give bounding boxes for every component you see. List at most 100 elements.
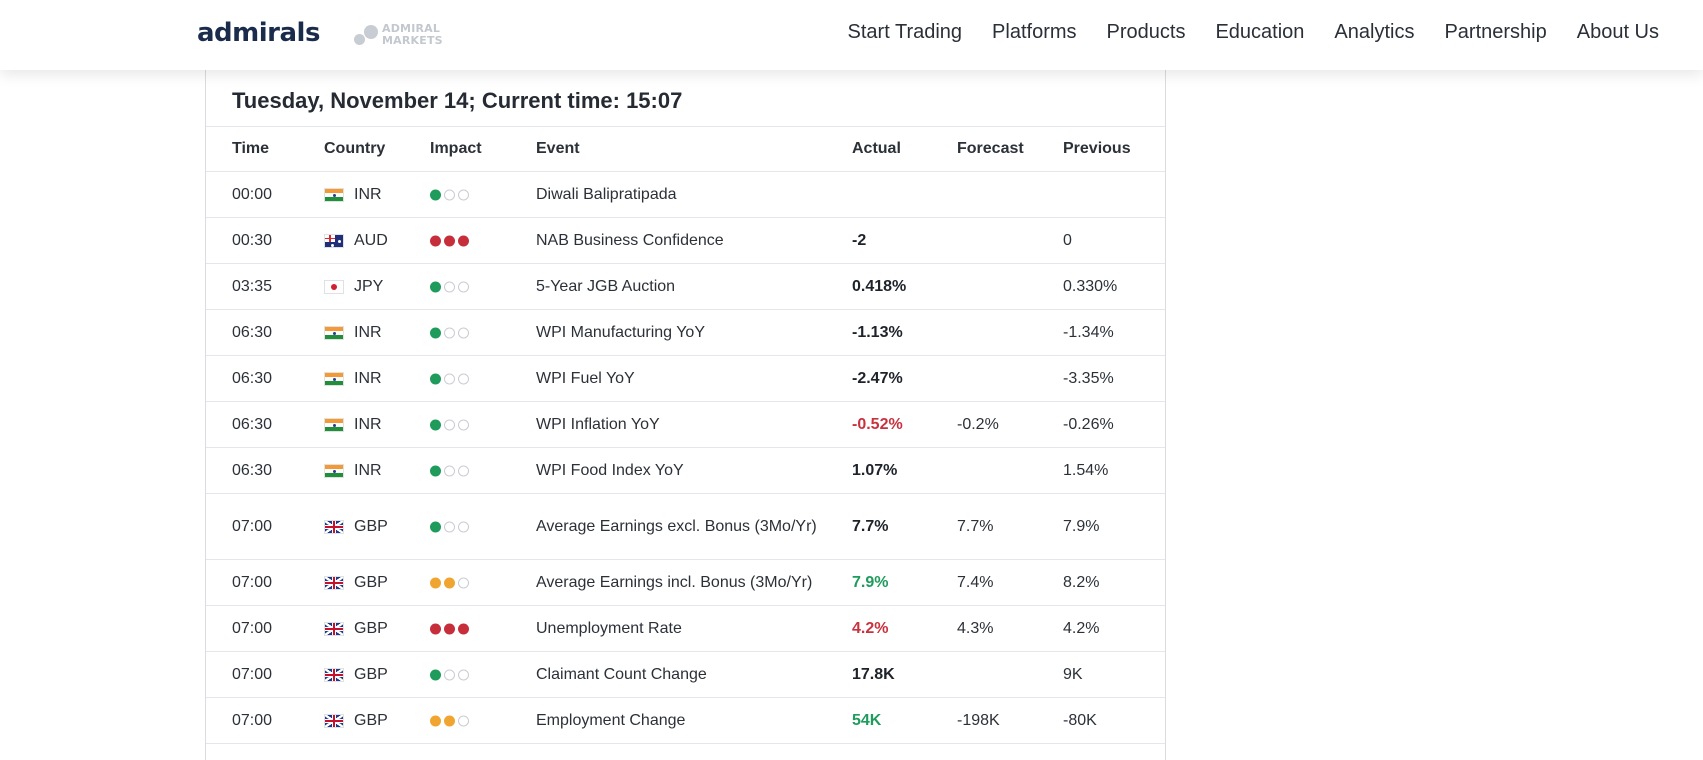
column-header-country: Country (324, 140, 386, 157)
impact-indicator (430, 281, 469, 292)
event-row[interactable]: 07:00 GBP Unemployment Rate 4.2% 4.3% 4.2% (206, 606, 1165, 652)
event-previous: 0 (1063, 231, 1072, 249)
impact-dot-icon (430, 281, 441, 292)
admirals-logo[interactable]: admirals (197, 18, 320, 48)
nav-start-trading[interactable]: Start Trading (847, 21, 963, 43)
nav-analytics[interactable]: Analytics (1334, 21, 1415, 43)
economic-calendar: Tuesday, November 14; Current time: 15:0… (205, 70, 1166, 760)
event-time: 07:00 (232, 573, 273, 591)
event-currency: INR (354, 323, 382, 341)
impact-dot-icon (430, 669, 441, 680)
event-forecast: 4.3% (957, 619, 994, 637)
event-actual: -2.47% (852, 369, 903, 387)
event-name[interactable]: 5-Year JGB Auction (536, 277, 676, 295)
event-row[interactable]: 07:00 GBP Claimant Count Change 17.8K 9K (206, 652, 1165, 698)
event-name[interactable]: WPI Manufacturing YoY (536, 323, 705, 341)
impact-dot-icon (458, 327, 469, 338)
event-row[interactable]: 06:30 INR WPI Food Index YoY 1.07% 1.54% (206, 448, 1165, 494)
impact-dot-icon (458, 373, 469, 384)
site-header: admirals ADMIRAL MARKETS Start Trading P… (0, 0, 1703, 70)
column-header-event: Event (536, 140, 580, 157)
country-flag-icon (324, 187, 344, 202)
impact-dot-icon (458, 669, 469, 680)
nav-about-us[interactable]: About Us (1576, 21, 1659, 43)
nav-education[interactable]: Education (1215, 21, 1305, 43)
event-row[interactable]: 07:00 GBP Average Earnings incl. Bonus (3M… (206, 560, 1165, 606)
impact-dot-icon (444, 281, 455, 292)
event-currency: INR (354, 369, 382, 387)
impact-indicator (430, 577, 469, 588)
impact-indicator (430, 715, 469, 726)
event-time: 06:30 (232, 323, 273, 341)
event-previous: -3.35% (1063, 369, 1114, 387)
event-time: 00:30 (232, 231, 273, 249)
impact-dot-icon (444, 521, 455, 532)
impact-dot-icon (458, 521, 469, 532)
impact-dot-icon (430, 327, 441, 338)
event-previous: -1.34% (1063, 323, 1114, 341)
event-name[interactable]: WPI Food Index YoY (536, 461, 684, 479)
event-name[interactable]: WPI Fuel YoY (536, 369, 635, 387)
impact-dot-icon (444, 577, 455, 588)
impact-dot-icon (430, 521, 441, 532)
event-currency: GBP (354, 665, 388, 683)
impact-dot-icon (430, 715, 441, 726)
impact-dot-icon (430, 235, 441, 246)
impact-dot-icon (444, 465, 455, 476)
event-currency: INR (354, 415, 382, 433)
event-forecast: 7.4% (957, 573, 994, 591)
event-previous: 7.9% (1063, 517, 1100, 535)
event-name[interactable]: Average Earnings incl. Bonus (3Mo/Yr) (536, 573, 813, 591)
event-row[interactable]: 06:30 INR WPI Fuel YoY -2.47% -3.35% (206, 356, 1165, 402)
impact-dot-icon (430, 189, 441, 200)
event-row[interactable]: 06:30 INR WPI Manufacturing YoY -1.13% -1.34… (206, 310, 1165, 356)
event-name[interactable]: Claimant Count Change (536, 665, 707, 683)
event-previous: 4.2% (1063, 619, 1100, 637)
impact-dot-icon (458, 623, 469, 634)
event-time: 07:00 (232, 665, 273, 683)
event-forecast: -198K (957, 711, 1000, 729)
event-name[interactable]: Employment Change (536, 711, 686, 729)
event-name[interactable]: Diwali Balipratipada (536, 185, 677, 203)
event-row[interactable]: 03:35 JPY 5-Year JGB Auction 0.418% 0.330% (206, 264, 1165, 310)
event-previous: 1.54% (1063, 461, 1109, 479)
impact-dot-icon (444, 235, 455, 246)
event-name[interactable]: NAB Business Confidence (536, 231, 724, 249)
nav-partnership[interactable]: Partnership (1444, 21, 1547, 43)
impact-dot-icon (430, 623, 441, 634)
event-row[interactable]: 06:30 INR WPI Inflation YoY -0.52% -0.2% -0.2… (206, 402, 1165, 448)
impact-dot-icon (444, 623, 455, 634)
event-time: 06:30 (232, 369, 273, 387)
event-previous: 9K (1063, 665, 1083, 683)
column-header-actual: Actual (852, 140, 901, 157)
event-time: 07:00 (232, 517, 273, 535)
event-actual: 7.7% (852, 517, 889, 535)
admiral-markets-dots-icon (352, 24, 382, 46)
country-flag-icon (324, 463, 344, 478)
event-actual: -2 (852, 231, 867, 249)
country-flag-icon (324, 371, 344, 386)
column-header-previous: Previous (1063, 140, 1131, 157)
event-row[interactable]: 07:00 GBP Employment Change 54K -198K -80K (206, 698, 1165, 744)
event-row[interactable]: 07:00 GBP Average Earnings excl. Bonus (3M… (206, 494, 1165, 560)
event-time: 07:00 (232, 619, 273, 637)
impact-dot-icon (444, 189, 455, 200)
impact-dot-icon (444, 327, 455, 338)
impact-dot-icon (430, 577, 441, 588)
event-currency: JPY (354, 277, 384, 295)
event-row[interactable]: 00:30 AUD NAB Business Confidence -2 0 (206, 218, 1165, 264)
impact-dot-icon (444, 715, 455, 726)
event-row[interactable]: 00:00 INR Diwali Balipratipada (206, 172, 1165, 218)
event-currency: GBP (354, 711, 388, 729)
event-currency: GBP (354, 517, 388, 535)
event-name[interactable]: Average Earnings excl. Bonus (3Mo/Yr) (536, 517, 817, 535)
nav-products[interactable]: Products (1106, 21, 1186, 43)
event-name[interactable]: WPI Inflation YoY (536, 415, 660, 433)
nav-platforms[interactable]: Platforms (992, 21, 1077, 43)
country-flag-icon (324, 621, 344, 636)
event-time: 06:30 (232, 461, 273, 479)
event-name[interactable]: Unemployment Rate (536, 619, 682, 637)
event-actual: -1.13% (852, 323, 903, 341)
impact-dot-icon (444, 373, 455, 384)
country-flag-icon (324, 575, 344, 590)
